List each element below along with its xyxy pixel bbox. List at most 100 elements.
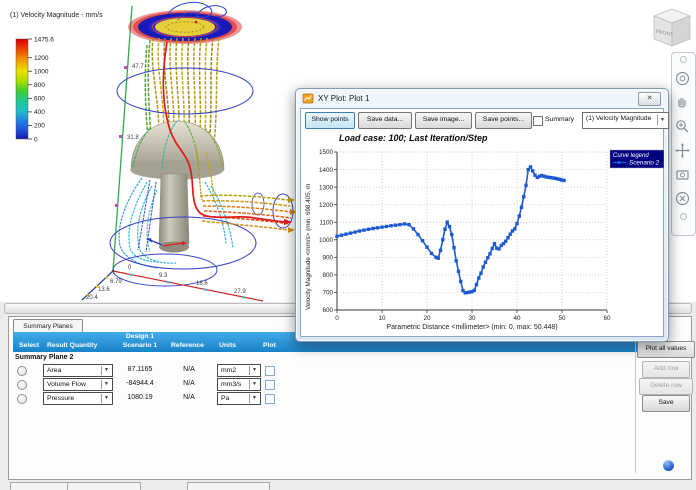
legend-title: Curve legend bbox=[613, 153, 649, 159]
axis-tick-label: 9.3 bbox=[159, 273, 168, 279]
xy-plot-window[interactable]: XY Plot: Plot 1 ✕ Show points Save data.… bbox=[295, 88, 669, 342]
x-tick-label: 10 bbox=[378, 315, 386, 322]
plot-title: Load case: 100; Last Iteration/Step bbox=[339, 133, 488, 143]
measurement-label: 31.8 bbox=[127, 135, 139, 141]
y-tick-label: 1400 bbox=[319, 167, 334, 174]
chart-gridlines bbox=[337, 151, 608, 310]
col-design: Design 1 bbox=[125, 333, 155, 340]
chevron-down-icon[interactable]: ▼ bbox=[249, 380, 259, 389]
x-axis-label: Parametric Distance <millimeter> (min: 0… bbox=[386, 324, 557, 331]
outflow-pipe-streamlines bbox=[199, 194, 297, 233]
units-dropdown[interactable]: mm3/s ▼ bbox=[217, 378, 261, 391]
plot-checkbox[interactable] bbox=[265, 366, 275, 376]
result-quantity-dropdown[interactable]: Volume Flow ▼ bbox=[43, 378, 113, 391]
y-tick-label: 600 bbox=[322, 307, 333, 314]
y-tick-label: 700 bbox=[322, 290, 333, 297]
result-quantity-dropdown[interactable]: Area ▼ bbox=[43, 364, 113, 377]
chevron-down-icon[interactable]: ▼ bbox=[101, 394, 111, 403]
dropdown-selected-value: Pressure bbox=[47, 395, 75, 402]
row-select-radio[interactable] bbox=[17, 366, 27, 376]
dropdown-selected-value: Pa bbox=[221, 395, 230, 402]
navbar-handle[interactable] bbox=[680, 56, 687, 63]
orbit-icon[interactable] bbox=[672, 138, 693, 162]
x-tick-label: 60 bbox=[603, 315, 611, 322]
y-tick-label: 1500 bbox=[319, 149, 334, 156]
x-tick-label: 50 bbox=[558, 315, 566, 322]
units-dropdown[interactable]: Pa ▼ bbox=[217, 392, 261, 405]
legend-tick-label: 200 bbox=[34, 123, 45, 130]
row-select-radio[interactable] bbox=[17, 394, 27, 404]
row-select-radio[interactable] bbox=[17, 380, 27, 390]
result-quantity-dropdown[interactable]: Pressure ▼ bbox=[43, 392, 113, 405]
y-tick-label: 900 bbox=[322, 255, 333, 262]
chevron-down-icon[interactable]: ▼ bbox=[657, 115, 667, 125]
navbar-customize-handle[interactable] bbox=[680, 213, 687, 220]
save-button[interactable]: Save bbox=[642, 395, 690, 412]
units-dropdown[interactable]: mm2 ▼ bbox=[217, 364, 261, 377]
bottom-stub-tab bbox=[67, 482, 141, 490]
chevron-down-icon[interactable]: ▼ bbox=[249, 366, 259, 375]
save-data-button[interactable]: Save data... bbox=[358, 112, 412, 129]
xy-plot-toolbar: Show points Save data... Save image... S… bbox=[305, 112, 669, 129]
chevron-down-icon[interactable]: ▼ bbox=[101, 380, 111, 389]
navigation-wheel-icon[interactable] bbox=[672, 66, 693, 90]
y-tick-label: 1000 bbox=[319, 237, 334, 244]
save-points-button[interactable]: Save points... bbox=[475, 112, 532, 129]
axis-tick-label: 18.6 bbox=[196, 281, 208, 287]
chevron-down-icon[interactable]: ▼ bbox=[249, 394, 259, 403]
summary-checkbox[interactable] bbox=[533, 116, 543, 126]
reference-value: N/A bbox=[183, 394, 195, 401]
save-image-button[interactable]: Save image... bbox=[415, 112, 472, 129]
tab-summary-planes[interactable]: Summary Planes bbox=[13, 319, 83, 333]
legend-tick-label: 1200 bbox=[34, 55, 49, 62]
3d-viewport[interactable]: 47.7 31.8 0 9.3 18.6 27.9 6.79 13.6 20.4 bbox=[0, 0, 696, 310]
center-view-icon[interactable] bbox=[672, 186, 693, 210]
table-row: Pressure ▼ 1080.19 N/A Pa ▼ bbox=[13, 392, 643, 405]
col-scenario: Scenario 1 bbox=[122, 342, 158, 349]
red-streamline-arrowhead bbox=[284, 219, 292, 225]
navigation-bar bbox=[671, 52, 696, 236]
col-select: Select bbox=[19, 342, 40, 349]
plot-all-values-button[interactable]: Plot all values bbox=[637, 341, 695, 358]
plot-checkbox[interactable] bbox=[265, 394, 275, 404]
mushroom-body bbox=[130, 120, 225, 253]
view-cube[interactable]: FRONT bbox=[648, 4, 694, 50]
legend-tick-label: 600 bbox=[34, 96, 45, 103]
legend-tick-label: 1000 bbox=[34, 69, 49, 76]
help-globe-icon[interactable] bbox=[663, 460, 674, 471]
zoom-icon[interactable] bbox=[672, 114, 693, 138]
x-tick-label: 30 bbox=[468, 315, 476, 322]
x-tick-label: 40 bbox=[513, 315, 521, 322]
x-tick-label: 20 bbox=[423, 315, 431, 322]
add-row-button[interactable]: Add row bbox=[642, 361, 690, 378]
showmotion-icon[interactable] bbox=[672, 162, 693, 186]
col-plot: Plot bbox=[263, 342, 276, 349]
reference-value: N/A bbox=[183, 366, 195, 373]
delete-row-button[interactable]: Delete row bbox=[639, 378, 693, 395]
dropdown-selected-value: mm2 bbox=[221, 367, 237, 374]
close-icon[interactable]: ✕ bbox=[638, 92, 661, 106]
pan-hand-icon[interactable] bbox=[672, 90, 693, 114]
xy-plot-titlebar[interactable]: XY Plot: Plot 1 ✕ bbox=[296, 89, 668, 107]
col-reference: Reference bbox=[171, 342, 204, 349]
xy-chart[interactable]: 0 10 20 30 40 50 60 600 700 800 900 1000 1100 1200 130… bbox=[302, 146, 664, 336]
legend-colorbar: 1475.6 1200 1000 800 600 400 200 0 bbox=[15, 36, 54, 143]
show-points-button[interactable]: Show points bbox=[305, 112, 355, 129]
dropdown-selected-value: Volume Flow bbox=[47, 381, 86, 388]
chevron-down-icon[interactable]: ▼ bbox=[101, 366, 111, 375]
y-tick-label: 800 bbox=[322, 272, 333, 279]
legend-tick-label: 1475.6 bbox=[34, 36, 54, 43]
panel-divider bbox=[635, 339, 636, 473]
axis-tick-label: 13.6 bbox=[98, 287, 110, 293]
result-quantity-dropdown[interactable]: (1) Velocity Magnitude ▼ bbox=[582, 112, 669, 129]
axis-tick-label: 20.4 bbox=[86, 295, 98, 301]
group-row-label: Summary Plane 2 bbox=[15, 354, 74, 361]
plot-checkbox[interactable] bbox=[265, 380, 275, 390]
velocity-color-legend: (1) Velocity Magnitude - mm/s 1475.6 1200… bbox=[10, 12, 130, 166]
inlet-contour-disk bbox=[128, 10, 242, 44]
legend-tick-labels: 1475.6 1200 1000 800 600 400 200 0 bbox=[28, 36, 54, 143]
y-tick-label: 1300 bbox=[319, 184, 334, 191]
y-axis-label: Velocity Magnitude <mm/s> (min: 698.405,… bbox=[305, 184, 312, 310]
viewcube-front-face-label[interactable]: FRONT bbox=[656, 29, 673, 39]
